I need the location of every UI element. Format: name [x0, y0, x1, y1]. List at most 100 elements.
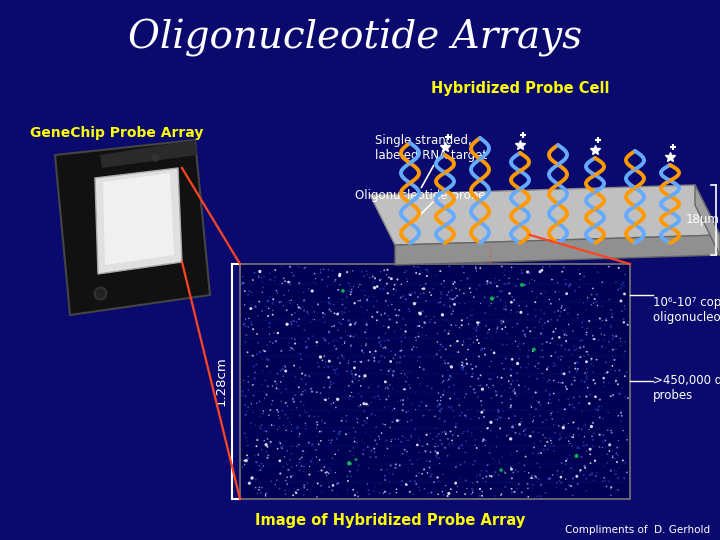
Point [527, 484, 539, 493]
Point [493, 412, 505, 421]
Point [294, 430, 305, 438]
Point [256, 288, 268, 296]
Point [438, 417, 450, 426]
Point [241, 437, 253, 445]
Point [239, 287, 251, 295]
Point [571, 345, 582, 353]
Point [343, 458, 354, 467]
Point [450, 321, 462, 330]
Point [264, 320, 276, 328]
Point [351, 466, 363, 475]
Point [542, 303, 554, 312]
Point [438, 428, 450, 436]
Point [325, 377, 337, 386]
Point [286, 268, 297, 277]
Point [329, 309, 341, 318]
Point [550, 325, 562, 333]
Point [302, 372, 313, 380]
Point [359, 399, 370, 408]
Point [406, 345, 418, 354]
Point [519, 330, 531, 339]
Point [246, 400, 257, 408]
Point [359, 372, 371, 380]
Point [454, 475, 466, 483]
Point [520, 453, 531, 461]
Point [360, 341, 372, 350]
Point [363, 383, 374, 392]
Point [282, 320, 293, 328]
Point [538, 418, 549, 427]
Point [408, 490, 419, 498]
Point [616, 307, 628, 315]
Point [258, 407, 269, 415]
Point [409, 477, 420, 485]
Point [527, 347, 539, 355]
Point [415, 309, 426, 318]
Point [253, 451, 264, 460]
Point [352, 492, 364, 501]
Point [252, 312, 264, 320]
Point [356, 437, 368, 445]
Point [546, 275, 558, 284]
Point [504, 383, 516, 392]
Point [282, 461, 293, 469]
Point [618, 354, 630, 362]
Point [382, 289, 394, 298]
Point [522, 480, 534, 488]
Point [408, 343, 420, 352]
Point [512, 359, 523, 368]
Point [248, 325, 259, 334]
Point [603, 338, 615, 346]
Point [368, 293, 379, 301]
Point [401, 275, 413, 284]
Point [513, 340, 525, 348]
Point [562, 419, 574, 428]
Point [576, 376, 588, 385]
Point [418, 465, 430, 474]
Point [604, 441, 616, 449]
Point [473, 414, 485, 422]
Point [261, 453, 273, 461]
Point [338, 355, 350, 363]
Point [542, 377, 554, 386]
Point [245, 399, 256, 407]
Point [325, 307, 337, 316]
Point [286, 420, 297, 429]
Point [586, 469, 598, 478]
Point [420, 430, 432, 439]
Point [480, 477, 491, 486]
Point [357, 450, 369, 458]
Point [593, 406, 604, 414]
Point [318, 334, 329, 343]
Point [400, 434, 411, 442]
Point [420, 447, 431, 456]
Point [590, 379, 601, 388]
Point [405, 325, 416, 333]
Point [448, 407, 459, 415]
Point [284, 455, 296, 464]
Point [374, 382, 385, 390]
Point [542, 363, 554, 372]
Point [420, 312, 432, 321]
Point [356, 357, 367, 366]
Point [284, 487, 295, 496]
Point [608, 333, 619, 341]
Point [578, 272, 590, 281]
Point [603, 379, 614, 387]
Point [600, 436, 611, 445]
Point [463, 335, 474, 343]
Point [283, 465, 294, 474]
Point [293, 262, 305, 271]
Point [372, 440, 383, 448]
Point [397, 400, 409, 409]
Point [264, 319, 275, 327]
Point [267, 299, 279, 308]
Point [494, 414, 505, 422]
Point [306, 302, 318, 311]
Point [456, 408, 467, 417]
Point [293, 303, 305, 312]
Point [438, 491, 449, 500]
Point [589, 456, 600, 465]
Point [381, 345, 392, 353]
Point [361, 334, 372, 342]
